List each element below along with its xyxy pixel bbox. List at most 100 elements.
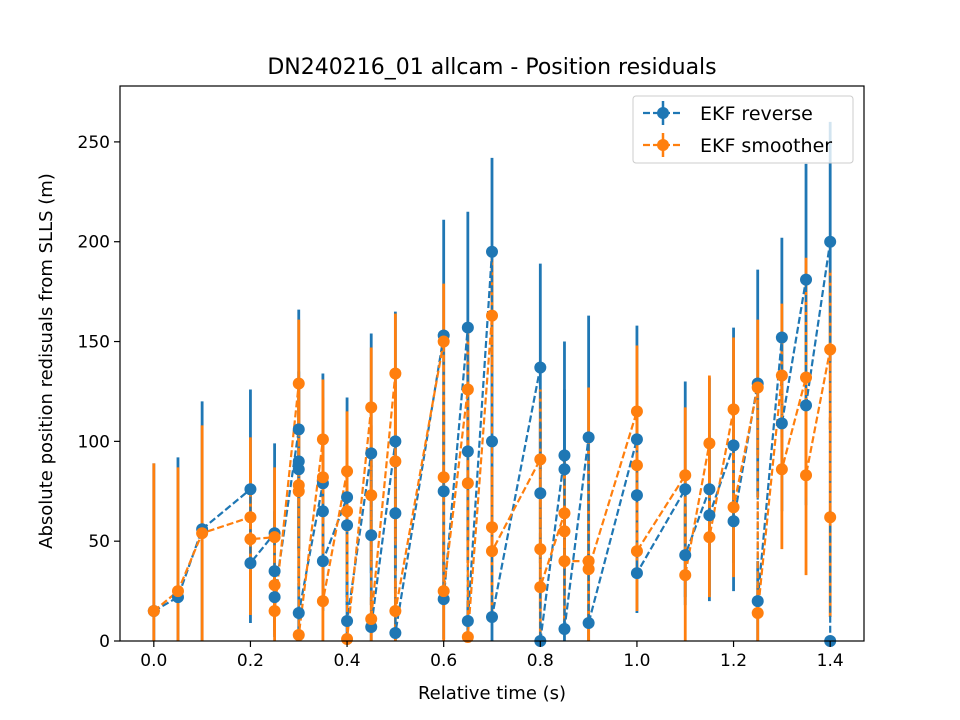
point-ekf-smoother	[244, 511, 257, 524]
point-ekf-smoother	[437, 335, 450, 348]
y-tick-label: 100	[78, 432, 110, 452]
point-ekf-smoother	[679, 569, 692, 582]
y-tick-label: 50	[88, 532, 110, 552]
point-ekf-smoother	[316, 433, 329, 446]
point-ekf-smoother	[824, 343, 837, 356]
point-ekf-smoother	[800, 371, 813, 384]
point-ekf-reverse	[534, 487, 547, 500]
point-ekf-reverse	[244, 483, 257, 496]
point-ekf-smoother	[389, 455, 402, 468]
point-ekf-reverse	[365, 447, 378, 460]
point-ekf-smoother	[461, 477, 474, 490]
points-layer	[147, 235, 837, 647]
point-ekf-smoother	[775, 369, 788, 382]
point-ekf-reverse	[341, 615, 354, 628]
point-ekf-reverse	[389, 507, 402, 520]
point-ekf-smoother	[486, 545, 498, 558]
legend-swatch-marker-ekf-smoother	[657, 139, 669, 151]
x-tick-label: 0.0	[140, 651, 167, 671]
point-ekf-smoother	[461, 631, 474, 644]
point-ekf-reverse	[582, 431, 595, 444]
point-ekf-reverse	[679, 549, 692, 562]
point-ekf-smoother	[171, 585, 184, 598]
point-ekf-smoother	[365, 489, 378, 502]
point-ekf-reverse	[437, 485, 450, 498]
point-ekf-reverse	[630, 433, 643, 446]
point-ekf-smoother	[558, 507, 571, 520]
point-ekf-reverse	[558, 449, 571, 462]
x-tick-label: 1.4	[817, 651, 844, 671]
point-ekf-reverse	[727, 515, 740, 528]
legend-box	[632, 95, 854, 164]
point-ekf-reverse	[486, 435, 498, 448]
point-ekf-smoother	[558, 555, 571, 568]
point-ekf-reverse	[703, 483, 716, 496]
point-ekf-smoother	[727, 501, 740, 514]
point-ekf-smoother	[630, 545, 643, 558]
point-ekf-reverse	[679, 483, 692, 496]
point-ekf-smoother	[486, 521, 498, 534]
point-ekf-smoother	[534, 581, 547, 594]
point-ekf-smoother	[316, 471, 329, 484]
point-ekf-smoother	[365, 613, 378, 626]
point-ekf-smoother	[341, 505, 354, 518]
point-ekf-reverse	[341, 491, 354, 504]
point-ekf-smoother	[244, 533, 257, 546]
legend-label-ekf-reverse: EKF reverse	[700, 103, 813, 125]
point-ekf-reverse	[703, 509, 716, 522]
point-ekf-smoother	[582, 563, 595, 576]
point-ekf-smoother	[824, 511, 837, 524]
x-tick-label: 0.2	[237, 651, 264, 671]
point-ekf-reverse	[751, 595, 764, 608]
point-ekf-smoother	[341, 465, 354, 478]
point-ekf-smoother	[437, 471, 450, 484]
point-ekf-reverse	[461, 615, 474, 628]
point-ekf-smoother	[365, 401, 378, 414]
point-ekf-reverse	[316, 505, 329, 518]
y-tick-label: 250	[78, 133, 110, 153]
point-ekf-smoother	[534, 453, 547, 466]
point-ekf-reverse	[316, 555, 329, 568]
point-ekf-reverse	[389, 435, 402, 448]
point-ekf-smoother	[703, 437, 716, 450]
x-axis-label: Relative time (s)	[418, 683, 566, 704]
point-ekf-smoother	[268, 531, 281, 544]
point-ekf-reverse	[486, 245, 498, 258]
point-ekf-smoother	[292, 377, 305, 390]
legend-label-ekf-smoother: EKF smoother	[700, 135, 832, 157]
chart-title: DN240216_01 allcam - Position residuals	[267, 55, 716, 80]
point-ekf-reverse	[292, 423, 305, 436]
point-ekf-reverse	[727, 439, 740, 452]
y-tick-label: 200	[78, 233, 110, 253]
point-ekf-reverse	[630, 567, 643, 580]
point-ekf-reverse	[365, 529, 378, 542]
plot-frame	[119, 85, 865, 642]
point-ekf-smoother	[751, 381, 764, 394]
point-ekf-smoother	[775, 463, 788, 476]
point-ekf-reverse	[534, 361, 547, 374]
point-ekf-smoother	[147, 605, 160, 618]
point-ekf-smoother	[703, 531, 716, 544]
point-ekf-reverse	[244, 557, 257, 570]
point-ekf-smoother	[727, 403, 740, 416]
point-ekf-smoother	[196, 527, 209, 540]
point-ekf-reverse	[292, 607, 305, 620]
point-ekf-reverse	[775, 331, 788, 344]
y-axis-label: Absolute position redisuals from SLLS (m…	[36, 173, 57, 549]
point-ekf-reverse	[292, 463, 305, 476]
point-ekf-reverse	[558, 463, 571, 476]
x-tick-label: 1.0	[623, 651, 650, 671]
point-ekf-smoother	[268, 579, 281, 592]
y-tick-label: 150	[78, 333, 110, 353]
point-ekf-smoother	[558, 525, 571, 538]
point-ekf-smoother	[341, 633, 354, 646]
point-ekf-smoother	[389, 367, 402, 380]
point-ekf-smoother	[679, 469, 692, 482]
point-ekf-smoother	[751, 607, 764, 620]
point-ekf-smoother	[630, 459, 643, 472]
point-ekf-reverse	[630, 489, 643, 502]
legend-swatch-marker-ekf-reverse	[657, 107, 669, 119]
x-tick-label: 0.6	[430, 651, 457, 671]
point-ekf-smoother	[316, 595, 329, 608]
